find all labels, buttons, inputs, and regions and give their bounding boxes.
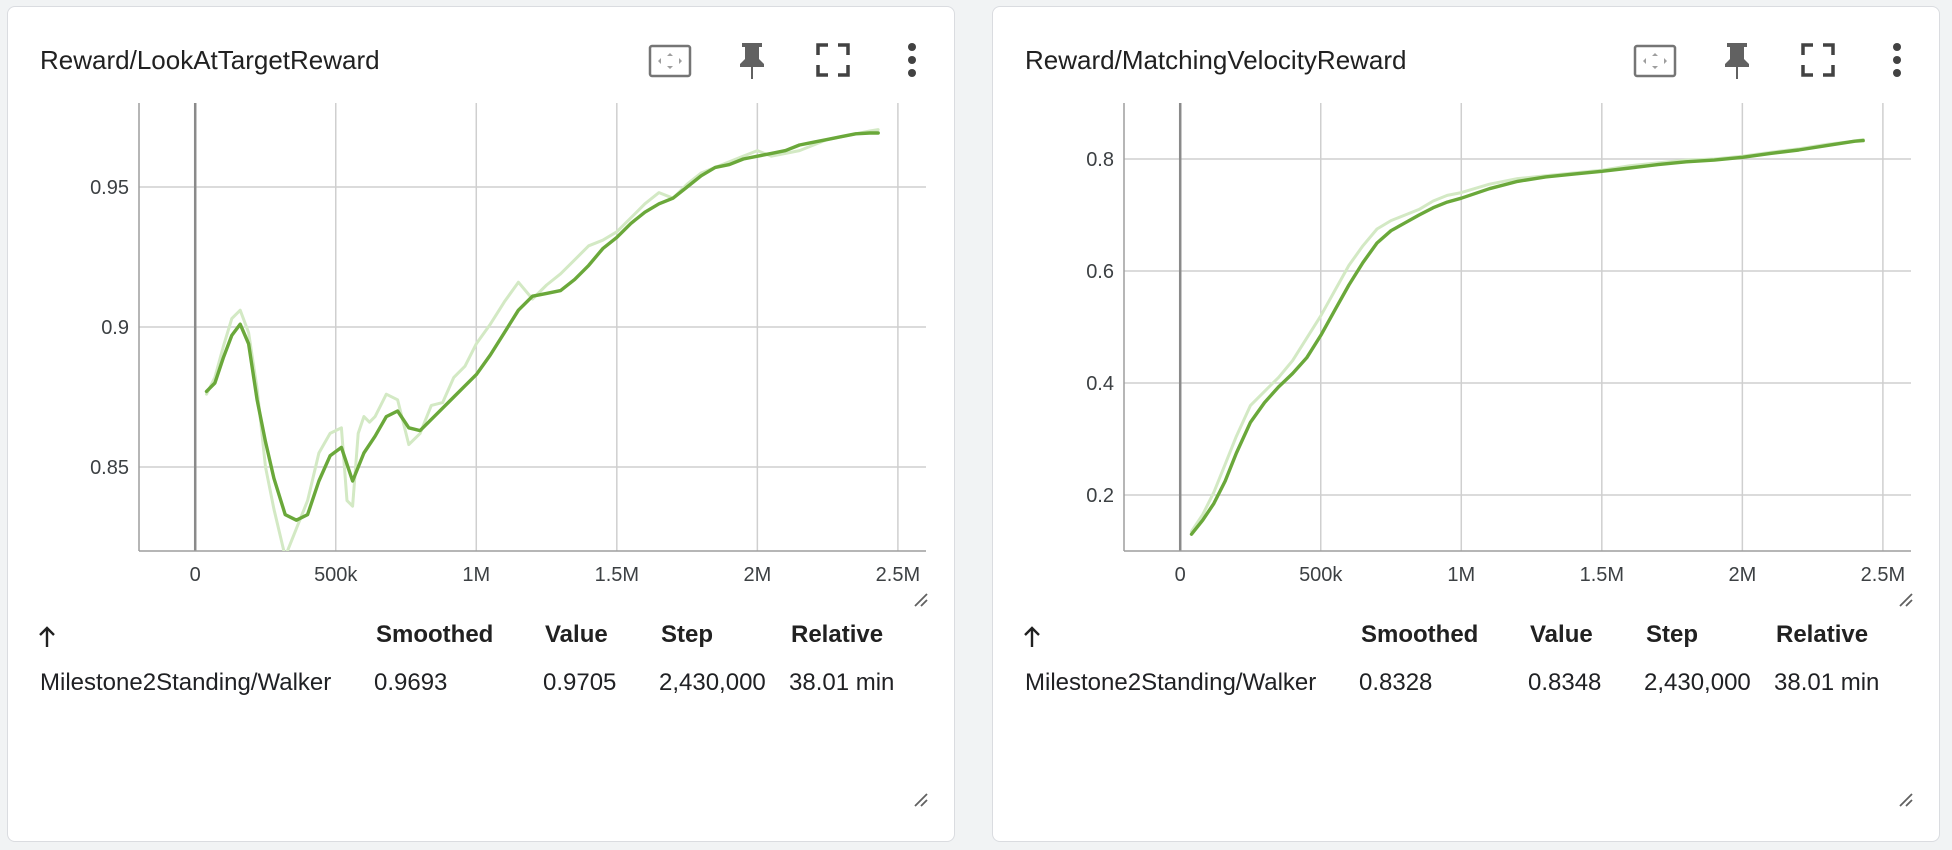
raw-value: 0.9705 [543, 669, 617, 696]
line-chart[interactable]: 0.2 0.4 0.6 0.8 0 500k 1M 1.5M 2M 2.5M [993, 7, 1939, 607]
column-header-value[interactable]: Value [545, 621, 608, 648]
card-toolbar [1629, 35, 1919, 83]
y-tick-label: 0.6 [1086, 261, 1114, 283]
fullscreen-icon [816, 43, 850, 77]
x-tick-label: 1M [1447, 564, 1475, 586]
run-name: Milestone2Standing/Walker [40, 669, 332, 696]
card-title: Reward/MatchingVelocityReward [1025, 45, 1407, 75]
more-options-button[interactable] [1873, 35, 1921, 83]
column-header-smoothed[interactable]: Smoothed [376, 621, 494, 648]
smoothed-value: 0.9693 [374, 669, 448, 696]
y-tick-label: 0.2 [1086, 485, 1114, 507]
column-header-relative[interactable]: Relative [1776, 621, 1869, 648]
fit-domain-icon [1633, 44, 1677, 78]
x-tick-label: 0 [1175, 564, 1186, 586]
step-value: 2,430,000 [1644, 669, 1751, 696]
resize-icon [914, 793, 928, 807]
column-header-step[interactable]: Step [661, 621, 714, 648]
scalar-card: Reward/MatchingVelocityReward 0.2 0.4 0.6 0… [992, 6, 1940, 842]
resize-icon [914, 593, 928, 607]
scalar-card: Reward/LookAtTargetReward 0.85 0.9 0.95 0 50… [7, 6, 955, 842]
column-header-value[interactable]: Value [1530, 621, 1593, 648]
relative-time: 38.01 min [1774, 669, 1880, 696]
x-tick-label: 2M [1728, 564, 1756, 586]
data-table-header: Smoothed Value Step Relative [993, 621, 1941, 655]
more-vert-icon [1893, 43, 1901, 77]
sort-button[interactable] [1021, 621, 1043, 651]
table-row: Milestone2Standing/Walker 0.8328 0.8348 … [993, 669, 1941, 703]
more-options-button[interactable] [888, 35, 936, 83]
y-tick-label: 0.85 [90, 457, 129, 479]
y-tick-label: 0.95 [90, 177, 129, 199]
x-tick-label: 500k [314, 564, 358, 586]
fit-domain-icon [648, 44, 692, 78]
column-header-smoothed[interactable]: Smoothed [1361, 621, 1479, 648]
card-resize-handle[interactable] [1897, 791, 1915, 809]
x-tick-label: 2.5M [1861, 564, 1905, 586]
fit-domain-button[interactable] [644, 35, 692, 83]
arrow-up-icon [39, 626, 55, 647]
raw-value: 0.8348 [1528, 669, 1602, 696]
sort-button[interactable] [36, 621, 58, 651]
arrow-up-icon [1024, 626, 1040, 647]
fit-domain-button[interactable] [1629, 35, 1677, 83]
pin-button[interactable] [1713, 35, 1761, 83]
series-line-raw [205, 128, 880, 551]
step-value: 2,430,000 [659, 669, 766, 696]
pin-button[interactable] [728, 35, 776, 83]
x-tick-label: 2M [743, 564, 771, 586]
chart-resize-handle[interactable] [912, 591, 930, 609]
series-line-raw [1190, 138, 1865, 533]
x-tick-label: 1M [462, 564, 490, 586]
series-line-smoothed [204, 131, 880, 522]
relative-time: 38.01 min [789, 669, 895, 696]
fullscreen-icon [1801, 43, 1835, 77]
fullscreen-button[interactable] [1793, 35, 1841, 83]
chart-resize-handle[interactable] [1897, 591, 1915, 609]
x-tick-label: 1.5M [1580, 564, 1624, 586]
y-tick-label: 0.8 [1086, 149, 1114, 171]
smoothed-value: 0.8328 [1359, 669, 1433, 696]
x-tick-label: 0 [190, 564, 201, 586]
table-row: Milestone2Standing/Walker 0.9693 0.9705 … [8, 669, 956, 703]
run-name: Milestone2Standing/Walker [1025, 669, 1317, 696]
pin-icon [1725, 43, 1749, 79]
pin-icon [740, 43, 764, 79]
data-table-header: Smoothed Value Step Relative [8, 621, 956, 655]
column-header-relative[interactable]: Relative [791, 621, 884, 648]
card-resize-handle[interactable] [912, 791, 930, 809]
fullscreen-button[interactable] [808, 35, 856, 83]
series-line-smoothed [1189, 138, 1865, 536]
card-title: Reward/LookAtTargetReward [40, 45, 380, 75]
resize-icon [1899, 793, 1913, 807]
x-tick-label: 1.5M [595, 564, 639, 586]
column-header-step[interactable]: Step [1646, 621, 1699, 648]
resize-icon [1899, 593, 1913, 607]
x-tick-label: 500k [1299, 564, 1343, 586]
line-chart[interactable]: 0.85 0.9 0.95 0 500k 1M 1.5M 2M 2.5M [8, 7, 954, 607]
x-tick-label: 2.5M [876, 564, 920, 586]
y-tick-label: 0.9 [101, 317, 129, 339]
card-toolbar [644, 35, 934, 83]
y-tick-label: 0.4 [1086, 373, 1114, 395]
more-vert-icon [908, 43, 916, 77]
